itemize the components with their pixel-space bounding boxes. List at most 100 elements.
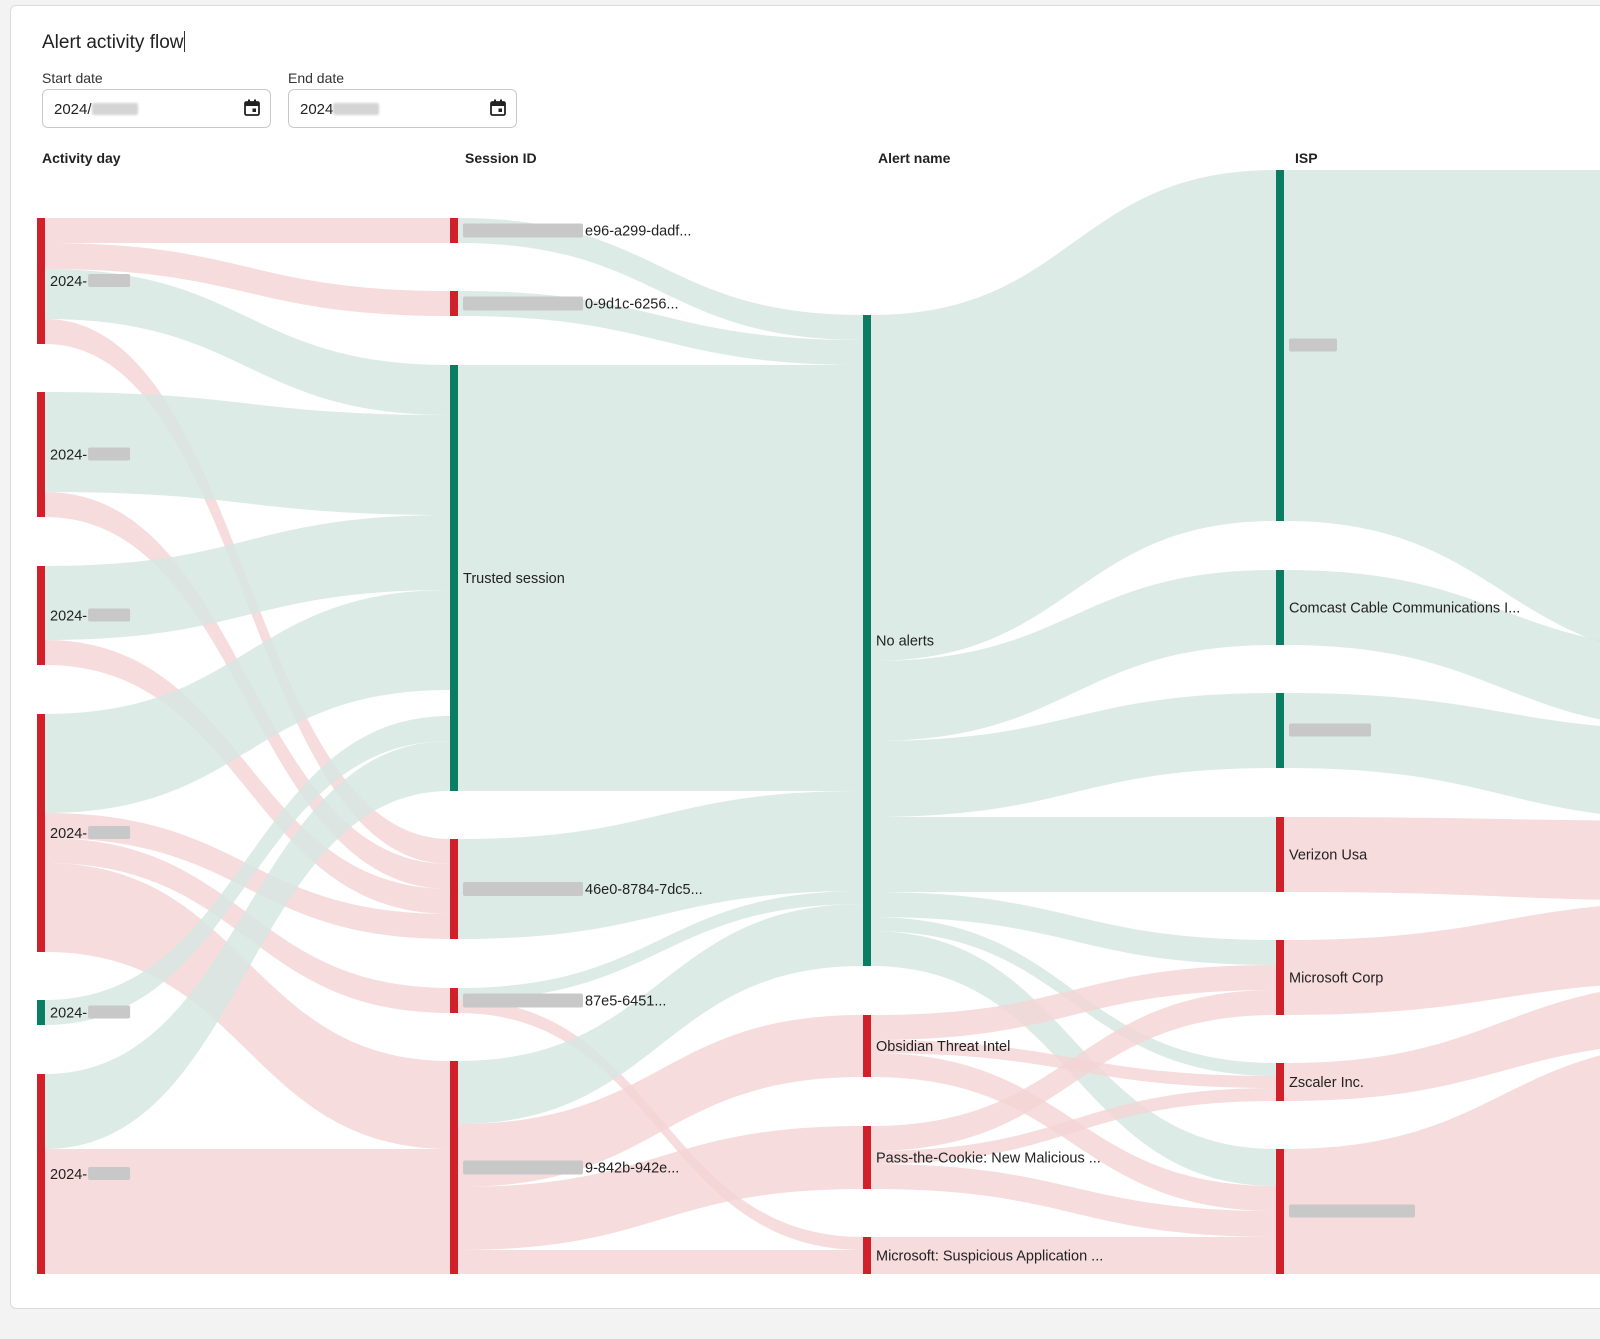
flow-link[interactable] — [871, 693, 1276, 817]
session-node[interactable] — [450, 365, 458, 791]
alert-flow-panel: Alert activity flow Start date 2024/ End… — [10, 5, 1600, 1309]
flow-link[interactable] — [871, 892, 1276, 965]
isp-label: Microsoft Corp — [1289, 971, 1383, 987]
start-date-value: 2024/ — [54, 101, 138, 118]
session-node[interactable] — [450, 839, 458, 939]
text-caret — [184, 31, 186, 52]
alert-label: Obsidian Threat Intel — [876, 1039, 1010, 1055]
day-node[interactable] — [37, 1000, 45, 1025]
alert-node[interactable] — [863, 315, 871, 966]
flow-link[interactable] — [458, 1015, 863, 1187]
calendar-icon[interactable] — [244, 99, 260, 116]
redacted-text — [88, 826, 131, 839]
flow-links — [45, 169, 1600, 1275]
day-node[interactable] — [37, 714, 45, 952]
flow-link[interactable] — [45, 590, 450, 813]
end-date-input[interactable]: 2024 — [288, 89, 517, 128]
day-label: 2024- — [50, 274, 87, 290]
flow-link[interactable] — [45, 243, 450, 316]
day-node[interactable] — [37, 218, 45, 344]
flow-link[interactable] — [871, 1237, 1276, 1274]
session-node[interactable] — [450, 1061, 458, 1274]
isp-label: Comcast Cable Communications I... — [1289, 601, 1520, 617]
flow-link[interactable] — [1284, 1041, 1600, 1275]
isp-label: Verizon Usa — [1289, 848, 1368, 864]
flow-link[interactable] — [458, 365, 863, 791]
alert-node[interactable] — [863, 1237, 871, 1274]
flow-link[interactable] — [871, 1088, 1276, 1164]
redacted-text — [91, 103, 138, 115]
flow-link[interactable] — [45, 392, 450, 515]
flow-link[interactable] — [1284, 570, 1600, 731]
flow-link[interactable] — [45, 863, 450, 1149]
flow-link[interactable] — [458, 218, 863, 340]
session-node[interactable] — [450, 988, 458, 1013]
flow-link[interactable] — [45, 741, 450, 1149]
flow-link[interactable] — [1284, 169, 1600, 661]
flow-link[interactable] — [871, 570, 1276, 741]
flow-link[interactable] — [45, 640, 450, 914]
flow-link[interactable] — [45, 269, 450, 415]
flow-link[interactable] — [871, 817, 1276, 892]
alert-label: No alerts — [876, 634, 934, 650]
session-node[interactable] — [450, 291, 458, 316]
isp-node[interactable] — [1276, 817, 1284, 892]
flow-link[interactable] — [871, 965, 1276, 1040]
redacted-text — [463, 882, 583, 896]
flow-nodes: 2024- 2024- 2024- 2024- 2024- 2024- e96-a299-d… — [37, 170, 1520, 1274]
flow-link[interactable] — [1284, 817, 1600, 901]
alert-node[interactable] — [863, 1126, 871, 1189]
day-node[interactable] — [37, 1074, 45, 1274]
isp-node[interactable] — [1276, 1063, 1284, 1101]
flow-link[interactable] — [458, 791, 863, 939]
redacted-text — [333, 103, 380, 115]
end-date-label: End date — [288, 70, 345, 86]
redacted-text — [463, 1160, 583, 1175]
day-label: 2024- — [50, 826, 87, 842]
flow-link[interactable] — [1284, 693, 1600, 821]
flow-link[interactable] — [871, 170, 1276, 661]
flow-link[interactable] — [1284, 981, 1600, 1101]
session-label: e96-a299-dadf... — [585, 224, 691, 240]
flow-link[interactable] — [45, 716, 450, 1025]
session-label: 9-842b-942e... — [585, 1161, 679, 1177]
flow-link[interactable] — [45, 218, 450, 243]
flow-link[interactable] — [871, 990, 1276, 1151]
flow-link[interactable] — [458, 1126, 863, 1250]
session-node[interactable] — [450, 218, 458, 243]
redacted-text — [463, 223, 583, 238]
start-date-input[interactable]: 2024/ — [42, 89, 271, 128]
flow-link[interactable] — [458, 891, 863, 1000]
isp-node[interactable] — [1276, 570, 1284, 645]
isp-node[interactable] — [1276, 170, 1284, 521]
isp-node[interactable] — [1276, 1149, 1284, 1274]
redacted-text — [88, 608, 131, 622]
session-label: Trusted session — [463, 571, 565, 587]
flow-link[interactable] — [871, 1164, 1276, 1237]
flow-link[interactable] — [1284, 901, 1600, 1015]
day-label: 2024- — [50, 609, 87, 625]
flow-link[interactable] — [458, 904, 863, 1124]
redacted-text — [88, 1167, 131, 1180]
redacted-text — [1289, 723, 1371, 737]
session-label: 0-9d1c-6256... — [585, 297, 679, 313]
isp-node[interactable] — [1276, 940, 1284, 1015]
flow-link[interactable] — [458, 1250, 863, 1274]
day-node[interactable] — [37, 392, 45, 517]
column-header-alert-name: Alert name — [878, 150, 951, 166]
flow-link[interactable] — [45, 515, 450, 640]
end-date-value-text: 2024 — [300, 101, 334, 118]
isp-node[interactable] — [1276, 693, 1284, 768]
end-date-value: 2024 — [300, 101, 380, 118]
day-node[interactable] — [37, 566, 45, 665]
calendar-icon[interactable] — [490, 99, 506, 116]
day-label: 2024- — [50, 1167, 87, 1183]
redacted-text — [1289, 338, 1337, 352]
panel-title: Alert activity flow — [42, 31, 186, 54]
start-date-label: Start date — [42, 70, 103, 86]
panel-title-text: Alert activity flow — [42, 32, 184, 53]
redacted-text — [463, 296, 583, 311]
flow-link[interactable] — [45, 1149, 450, 1274]
redacted-text — [88, 1005, 131, 1019]
alert-node[interactable] — [863, 1015, 871, 1077]
